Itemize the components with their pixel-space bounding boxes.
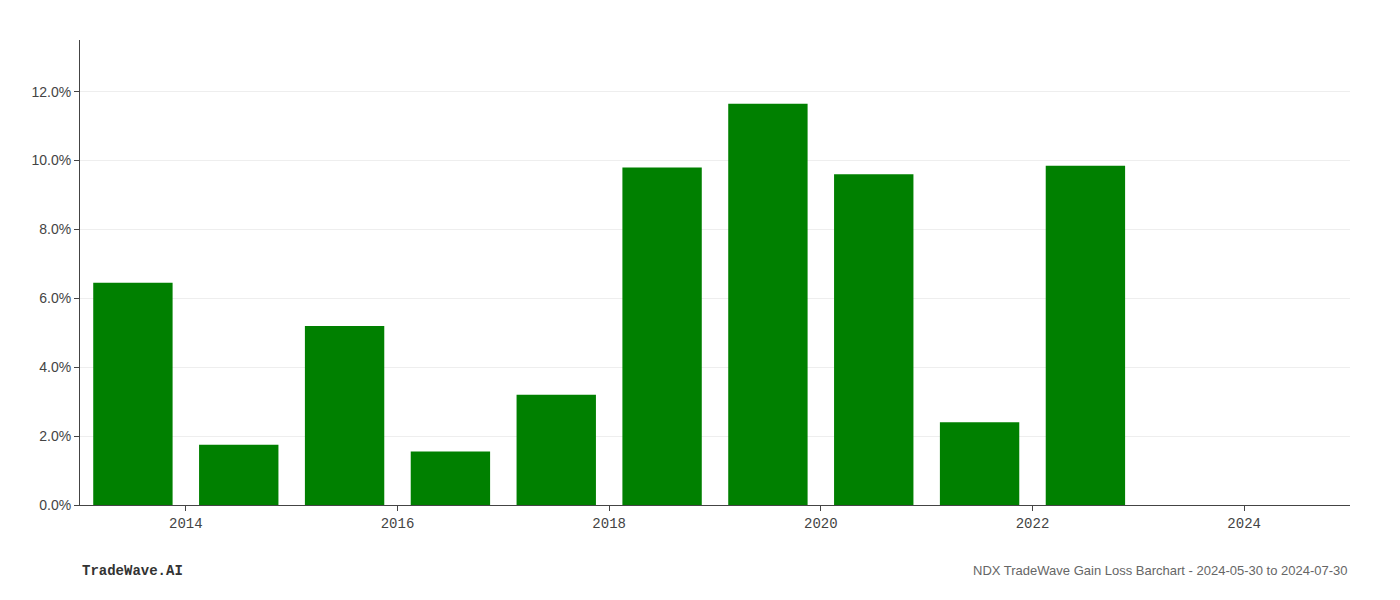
- svg-text:NDX TradeWave Gain Loss Barcha: NDX TradeWave Gain Loss Barchart - 2024-…: [973, 563, 1348, 578]
- svg-text:2018: 2018: [592, 516, 626, 532]
- svg-text:2020: 2020: [804, 516, 838, 532]
- svg-text:2.0%: 2.0%: [39, 428, 71, 444]
- svg-text:6.0%: 6.0%: [39, 290, 71, 306]
- svg-text:4.0%: 4.0%: [39, 359, 71, 375]
- svg-text:2016: 2016: [381, 516, 415, 532]
- svg-text:TradeWave.AI: TradeWave.AI: [82, 563, 183, 579]
- svg-text:0.0%: 0.0%: [39, 497, 71, 513]
- svg-text:2024: 2024: [1227, 516, 1261, 532]
- svg-text:2022: 2022: [1016, 516, 1050, 532]
- svg-text:12.0%: 12.0%: [31, 84, 71, 100]
- svg-text:2014: 2014: [169, 516, 203, 532]
- svg-text:10.0%: 10.0%: [31, 152, 71, 168]
- svg-text:8.0%: 8.0%: [39, 221, 71, 237]
